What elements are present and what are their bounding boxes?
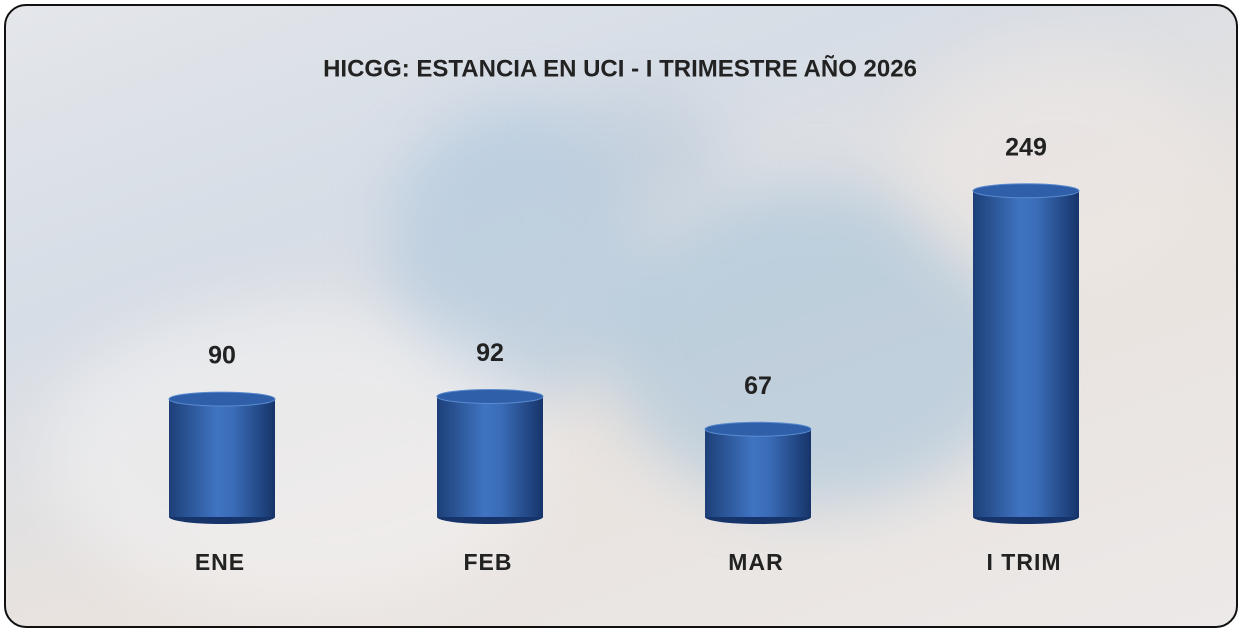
chart: HICGG: ESTANCIA EN UCI - I TRIMESTRE AÑO… bbox=[0, 0, 1242, 630]
x-tick-label: FEB bbox=[443, 544, 533, 580]
chart-title: HICGG: ESTANCIA EN UCI - I TRIMESTRE AÑO… bbox=[323, 54, 917, 82]
bar bbox=[973, 191, 1079, 517]
x-tick-label: MAR bbox=[711, 544, 801, 580]
x-tick-label: ENE bbox=[175, 544, 265, 580]
value-label: 67 bbox=[744, 372, 772, 400]
bar bbox=[437, 396, 543, 517]
value-label: 90 bbox=[208, 342, 236, 370]
bar-top bbox=[437, 389, 543, 403]
value-label: 92 bbox=[476, 339, 504, 367]
bar bbox=[169, 399, 275, 517]
value-label: 249 bbox=[1005, 133, 1047, 161]
x-tick-label: I TRIM bbox=[979, 544, 1069, 580]
bar-top bbox=[973, 184, 1079, 198]
bar-top bbox=[705, 422, 811, 436]
bar bbox=[705, 429, 811, 517]
bar-top bbox=[169, 392, 275, 406]
